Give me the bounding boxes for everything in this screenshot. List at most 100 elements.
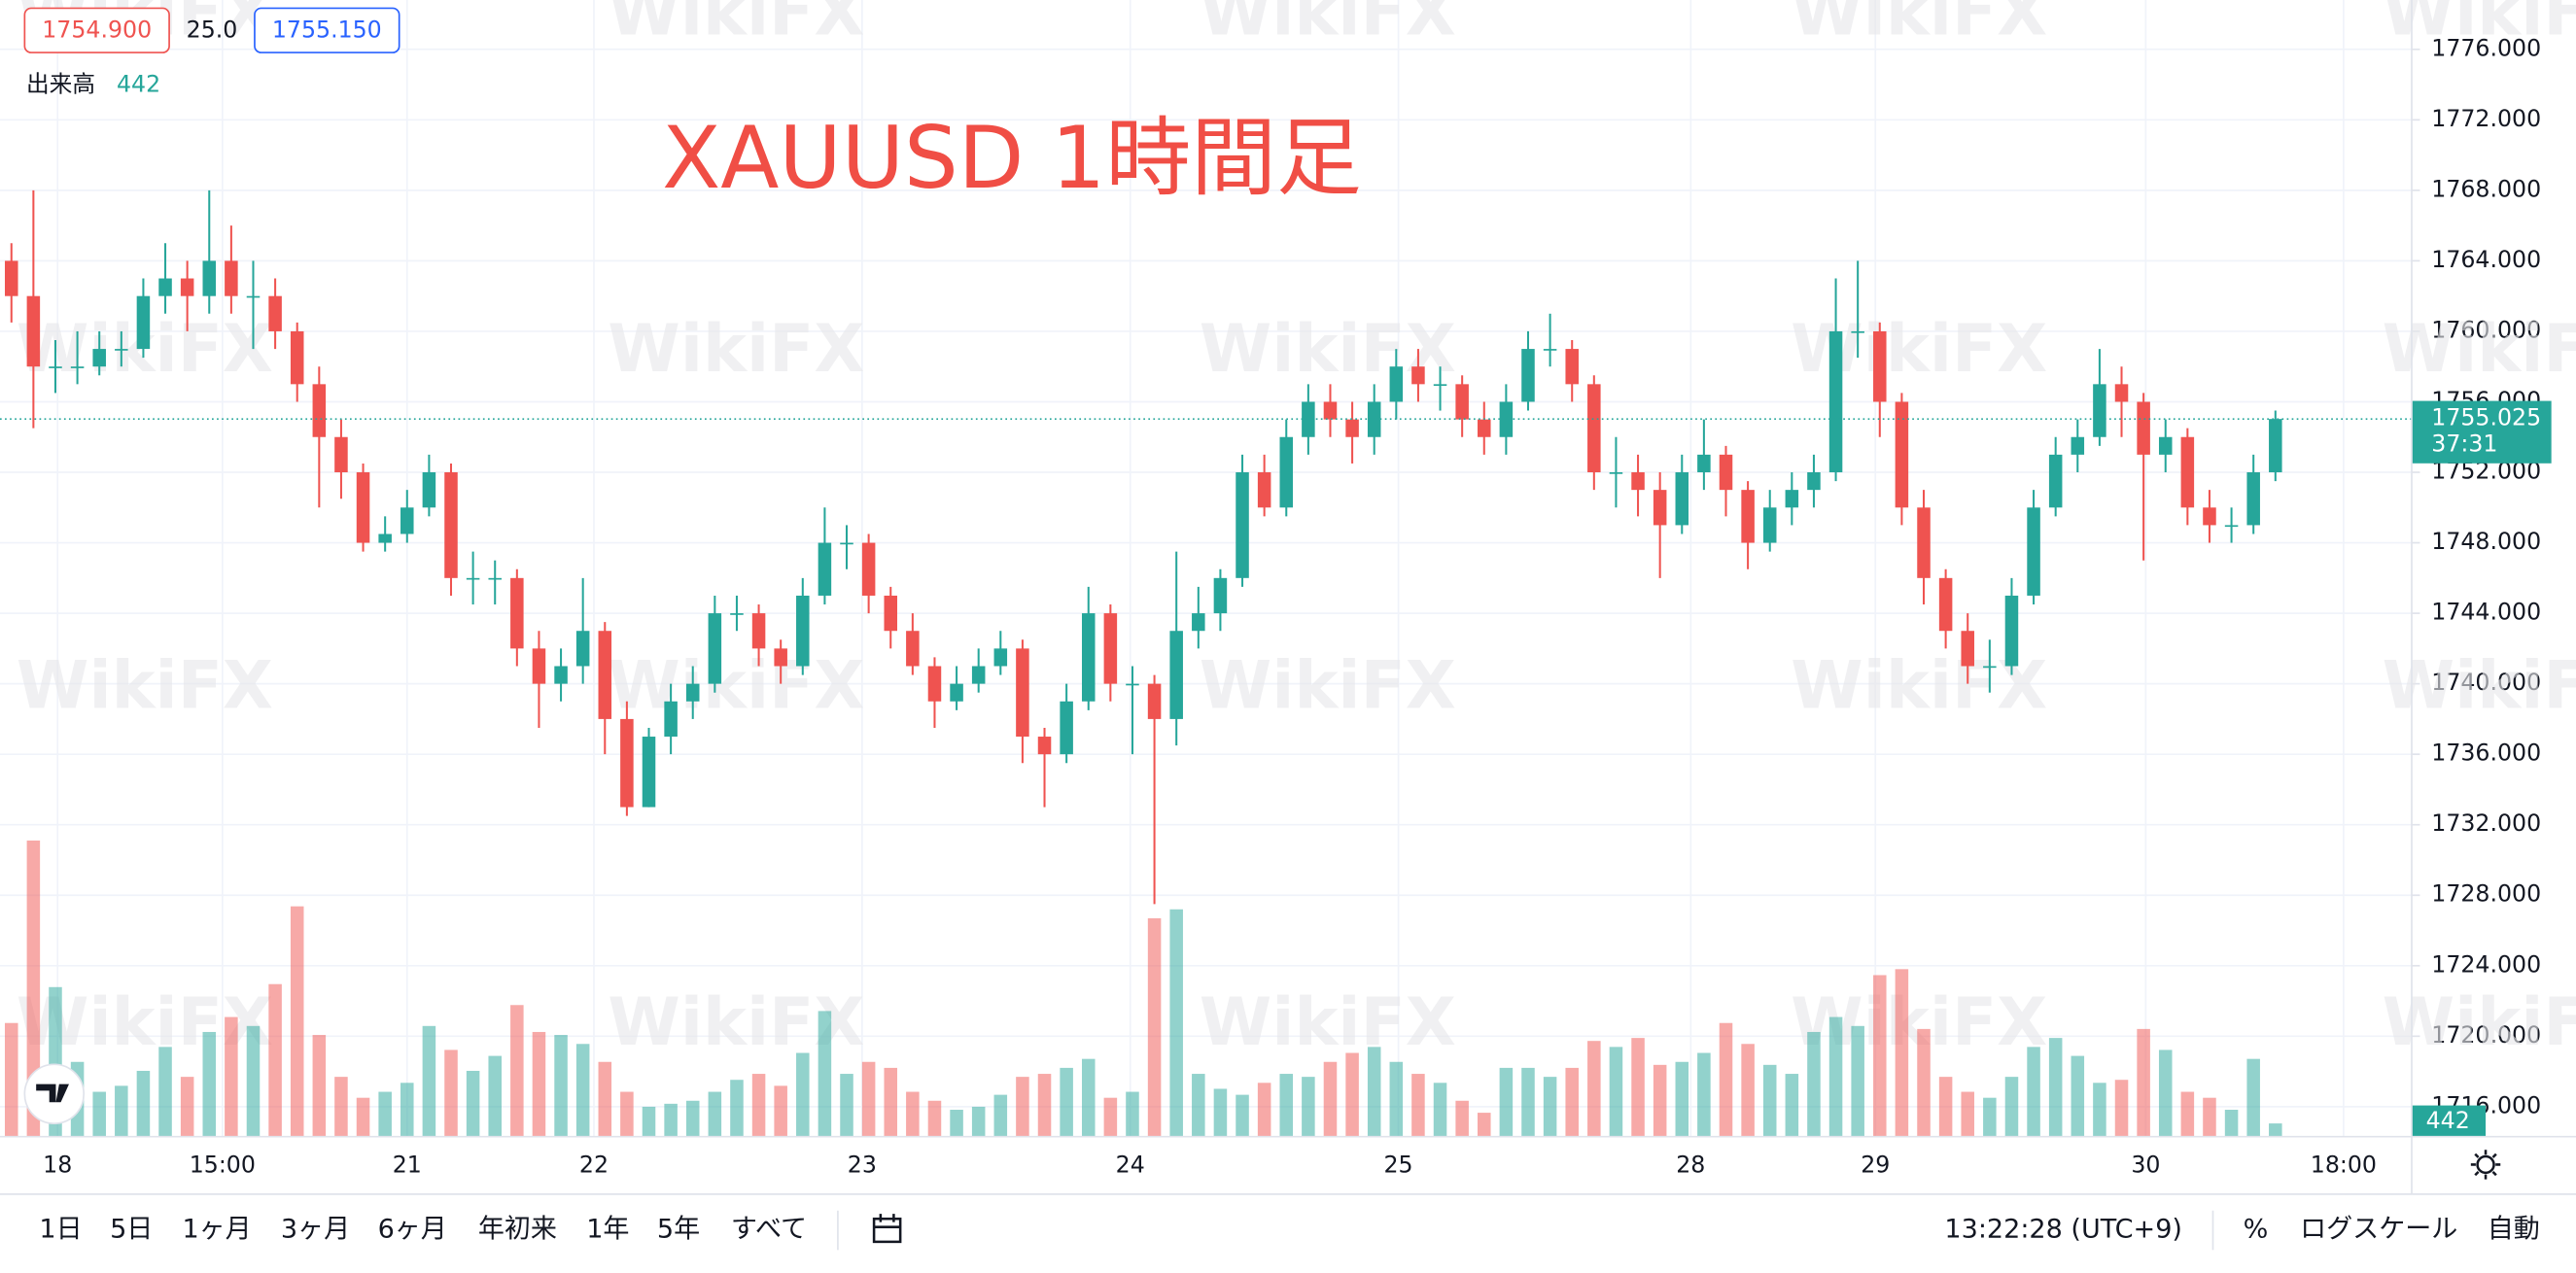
candle-body: [1279, 436, 1294, 508]
watermark: WikiFX: [608, 646, 864, 723]
candle-body: [1345, 419, 1359, 437]
range-button[interactable]: 3ヶ月: [281, 1215, 350, 1245]
x-tick-label: 21: [393, 1152, 422, 1179]
volume-bar: [1411, 1074, 1425, 1137]
watermark: WikiFX: [1200, 983, 1456, 1060]
volume-bar: [1433, 1083, 1447, 1137]
candle-body: [180, 278, 194, 296]
volume-bar: [993, 1094, 1008, 1137]
y-tick-label: 1732.000: [2431, 809, 2541, 837]
candle-body: [1785, 490, 1799, 508]
candle-body: [708, 613, 722, 684]
volume-bar: [1719, 1022, 1733, 1137]
candle-body: [2224, 525, 2239, 528]
volume-bar: [1631, 1038, 1645, 1137]
watermark: WikiFX: [608, 0, 864, 50]
auto-button[interactable]: 自動: [2488, 1215, 2540, 1245]
volume-bar: [730, 1080, 744, 1137]
volume-bar: [2137, 1028, 2150, 1137]
range-button[interactable]: 5年: [657, 1215, 700, 1245]
candle-body: [2269, 419, 2282, 473]
log-scale-button[interactable]: ログスケール: [2300, 1215, 2457, 1245]
candle-body: [664, 701, 678, 738]
volume-bar: [1499, 1067, 1514, 1137]
candle-body: [2071, 436, 2085, 455]
volume-bar: [1060, 1067, 1073, 1137]
x-tick-label: 15:00: [190, 1152, 256, 1179]
y-tick-label: 1720.000: [2431, 1021, 2541, 1049]
volume-bar: [1236, 1094, 1249, 1137]
candle-body: [1302, 401, 1315, 437]
candle-body: [1389, 366, 1404, 402]
candle-body: [1147, 683, 1162, 719]
volume-bar: [1762, 1064, 1777, 1137]
volume-bar: [2114, 1080, 2129, 1137]
range-button[interactable]: 1日: [39, 1215, 82, 1245]
volume-bar: [554, 1035, 568, 1137]
candle-body: [70, 366, 85, 368]
volume-bar: [1279, 1074, 1294, 1137]
candle-body: [840, 542, 853, 545]
volume-bar: [708, 1091, 722, 1137]
volume-bar: [1389, 1061, 1404, 1137]
y-tick-label: 1724.000: [2431, 950, 2541, 978]
volume-bar: [1785, 1074, 1799, 1137]
date-range-icon[interactable]: [872, 1214, 902, 1244]
x-tick-label: 25: [1384, 1152, 1413, 1179]
candle-body: [225, 260, 238, 296]
x-tick-label: 28: [1676, 1152, 1705, 1179]
ask-box[interactable]: [254, 7, 400, 53]
ask[interactable]: 1755.150: [272, 17, 382, 44]
range-button[interactable]: 年初来: [478, 1215, 557, 1245]
candle-body: [1851, 330, 1864, 333]
y-tick-label: 1748.000: [2431, 528, 2541, 555]
volume-bar: [466, 1070, 480, 1137]
y-tick-label: 1740.000: [2431, 669, 2541, 696]
logo-mark: [36, 1084, 69, 1103]
percent-button[interactable]: %: [2244, 1215, 2269, 1245]
candle-body: [1037, 737, 1052, 755]
candle-body: [290, 330, 304, 385]
range-button[interactable]: すべて: [731, 1215, 807, 1245]
volume-bar: [356, 1097, 370, 1137]
volume-bar: [1192, 1074, 1205, 1137]
volume-bar: [136, 1070, 151, 1137]
candle-body: [2137, 401, 2150, 455]
volume-bar: [444, 1049, 458, 1137]
candle-body: [488, 577, 502, 580]
candle-body: [466, 577, 480, 580]
settings-icon[interactable]: [2470, 1150, 2501, 1180]
volume-bar: [2158, 1049, 2173, 1137]
candle-body: [444, 472, 458, 578]
candle-body: [246, 295, 261, 298]
watermark: WikiFX: [2383, 0, 2576, 50]
volume-bar: [1126, 1091, 1139, 1137]
volume-bar: [774, 1085, 787, 1137]
volume-bar: [1828, 1016, 1843, 1137]
bid-box[interactable]: [23, 7, 170, 53]
volume-bar: [664, 1103, 678, 1137]
candle-body: [1192, 613, 1205, 632]
volume-bar: [685, 1100, 700, 1137]
range-button[interactable]: 5日: [110, 1215, 153, 1245]
candle-body: [92, 349, 106, 367]
y-tick-label: 1736.000: [2431, 740, 2541, 767]
volume-bar: [1873, 975, 1887, 1137]
volume-bar: [290, 906, 304, 1137]
candle-body: [1323, 401, 1338, 420]
volume-bar: [422, 1025, 436, 1137]
range-button[interactable]: 1ヶ月: [182, 1215, 251, 1245]
bid[interactable]: 1754.900: [42, 17, 152, 44]
candle-body: [532, 648, 546, 684]
x-tick-label: 18: [43, 1152, 72, 1179]
volume-bar: [225, 1016, 238, 1137]
volume-bar: [26, 840, 41, 1137]
volume-bar: [884, 1067, 898, 1137]
watermark: WikiFX: [1200, 0, 1456, 50]
range-button[interactable]: 6ヶ月: [378, 1215, 447, 1245]
candle-body: [1983, 666, 1997, 669]
candle-body: [378, 533, 392, 543]
candle-body: [334, 436, 348, 473]
candle-body: [884, 595, 898, 632]
range-button[interactable]: 1年: [586, 1215, 629, 1245]
